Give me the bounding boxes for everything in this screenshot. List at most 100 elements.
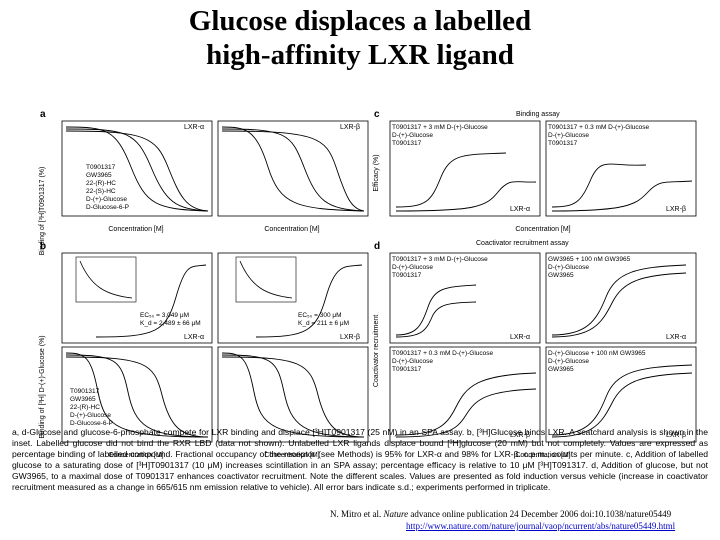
panel-b2-ec50: EC₅₀ = 300 μM [298,312,342,319]
svg-text:GW3965: GW3965 [548,272,574,279]
panel-b2-inset-curve [239,260,293,299]
panel-d1-curve-2 [395,301,477,338]
panel-a1-curve-2 [65,128,209,212]
svg-text:D-(+)-Glucose + 100 nM GW3965: D-(+)-Glucose + 100 nM GW3965 [548,350,646,357]
svg-text:T0901317 + 3 mM D-(+)-Glucose: T0901317 + 3 mM D-(+)-Glucose [392,256,488,263]
figure-caption: a, d-Glucose and glucose-6-phosphate com… [12,427,708,492]
panel-d1-axes [389,252,541,344]
svg-text:T0901317: T0901317 [392,272,422,279]
panel-c-label: c [374,109,380,120]
panel-c2-curve-1 [551,163,647,208]
svg-text:GW3965: GW3965 [86,172,112,179]
panel-b-ylabel: Binding of [³H] D-(+)-Glucose (%) [39,335,46,438]
panel-b1-bottom-curve-1 [65,352,209,438]
svg-text:T0901317: T0901317 [392,140,422,147]
panel-a1-curve-3 [65,130,209,212]
panel-d2-tag: LXR-α [666,334,686,341]
panel-d1-curve-1 [395,284,477,336]
svg-text:D-(+)-Glucose: D-(+)-Glucose [86,196,127,203]
panel-d1-tag: LXR-α [510,334,530,341]
panel-d3-curve-2 [395,388,537,438]
panel-a2-axes [217,120,369,217]
panel-c2-legend: T0901317 + 0.3 mM D-(+)-Glucose D-(+)-Gl… [548,124,650,147]
citation: N. Mitro et al. Nature advance online pu… [330,509,671,519]
panel-d2-curve-2 [551,272,687,338]
panel-a2-curve-1 [221,126,363,212]
panel-b2-top-axes [217,252,369,344]
panel-c1-curve-1 [395,152,507,208]
svg-text:D-(+)-Glucose: D-(+)-Glucose [70,412,111,419]
panel-d3-curve-1 [395,372,537,436]
svg-text:GW3965 + 100 nM GW3965: GW3965 + 100 nM GW3965 [548,256,631,263]
panel-d2-curve-1 [551,264,687,336]
panel-d4-tag: LXR-β [666,432,686,439]
panel-d4-curve-1 [551,364,693,436]
title-line-1: Glucose displaces a labelled [188,5,532,37]
panel-b1-tag: LXR-α [184,334,204,341]
panel-d-header: Coactivator recruitment assay [476,240,569,247]
panel-d3-legend: T0901317 + 0.3 mM D-(+)-Glucose D-(+)-Gl… [392,350,494,373]
panel-b1-bottom-curve-3 [65,356,209,438]
panel-d-xlabel: Concentration [M] [515,452,570,459]
panel-a-ylabel: Binding of [³H]T0901317 (%) [39,167,46,256]
svg-text:22-(S)-HC: 22-(S)-HC [86,188,116,195]
panel-b2-bottom-curve-1 [221,352,365,438]
panel-d4-legend: D-(+)-Glucose + 100 nM GW3965 D-(+)-Gluc… [548,350,646,373]
panel-d1-legend: T0901317 + 3 mM D-(+)-Glucose D-(+)-Gluc… [392,256,488,279]
panel-a1-xlabel: Concentration [M] [108,226,163,233]
panel-b2-bottom-axes [217,346,369,443]
title-line-2: high-affinity LXR ligand [206,39,514,71]
svg-text:T0901317: T0901317 [392,366,422,373]
svg-text:T0901317 + 3 mM D-(+)-Glucose: T0901317 + 3 mM D-(+)-Glucose [392,124,488,131]
panel-b1-top-axes [61,252,213,344]
figure: a Binding of [³H]T0901317 (%) LXR-α LXR-… [39,109,697,459]
panel-c1-legend: T0901317 + 3 mM D-(+)-Glucose D-(+)-Gluc… [392,124,488,147]
svg-text:22-(R)-HC: 22-(R)-HC [70,404,100,411]
citation-authors: N. Mitro et al. [330,509,382,519]
svg-text:T0901317: T0901317 [70,388,100,395]
panel-a-label: a [40,109,46,120]
panel-c2-curve-2 [551,180,693,212]
panel-a2-curve-3 [221,130,365,212]
panel-c1-curve-2 [395,181,537,212]
panel-b2-kd: K_d = 211 ± 6 μM [298,320,349,327]
panel-d3-axes [389,346,541,443]
panel-b2-bottom-curve-3 [221,356,365,438]
panel-b2-bottom-curve-2 [221,354,365,438]
svg-text:D-Glucose-6-P: D-Glucose-6-P [86,204,129,211]
panel-b1-bottom-curve-2 [65,354,209,438]
panel-b1-xlabel: Concentration [M] [108,452,163,459]
panel-b2-top-curve [255,264,363,338]
svg-text:D-(+)-Glucose: D-(+)-Glucose [392,132,433,139]
svg-text:D-Glucose-6-P: D-Glucose-6-P [70,420,113,427]
panel-a1-tag: LXR-α [184,124,204,131]
svg-text:22-(R)-HC: 22-(R)-HC [86,180,116,187]
svg-text:D-(+)-Glucose: D-(+)-Glucose [548,358,589,365]
svg-text:D-(+)-Glucose: D-(+)-Glucose [392,264,433,271]
svg-text:D-(+)-Glucose: D-(+)-Glucose [548,132,589,139]
panel-a2-tag: LXR-β [340,124,360,131]
panel-b1-inset-curve [79,260,133,299]
panel-d2-legend: GW3965 + 100 nM GW3965 D-(+)-Glucose GW3… [548,256,631,279]
svg-text:T0901317: T0901317 [548,140,578,147]
panel-d4-axes [545,346,697,443]
panel-c1-tag: LXR-α [510,206,530,213]
panel-c-xlabel: Concentration [M] [515,226,570,233]
panel-b2-tag: LXR-β [340,334,360,341]
panel-a1-axes [61,120,213,217]
panel-d-label: d [374,241,380,252]
panel-c-header: Binding assay [516,111,560,118]
citation-journal: Nature [383,509,409,519]
panel-d-ylabel: Coactivator recruitment [373,315,380,387]
article-link[interactable]: http://www.nature.com/nature/journal/vao… [406,521,676,531]
panel-b1-bottom-axes [61,346,213,443]
panel-a2-curve-2 [221,128,365,212]
panel-c1-axes [389,120,541,217]
panel-b-legend: T0901317 GW3965 22-(R)-HC D-(+)-Glucose … [70,388,113,427]
citation-details: advance online publication 24 December 2… [410,509,672,519]
panel-c2-tag: LXR-β [666,206,686,213]
panel-b-label: b [40,241,46,252]
svg-text:T0901317 + 0.3 mM D-(+)-Glucos: T0901317 + 0.3 mM D-(+)-Glucose [392,350,494,357]
svg-text:T0901317 + 0.3 mM D-(+)-Glucos: T0901317 + 0.3 mM D-(+)-Glucose [548,124,650,131]
svg-text:GW3965: GW3965 [70,396,96,403]
